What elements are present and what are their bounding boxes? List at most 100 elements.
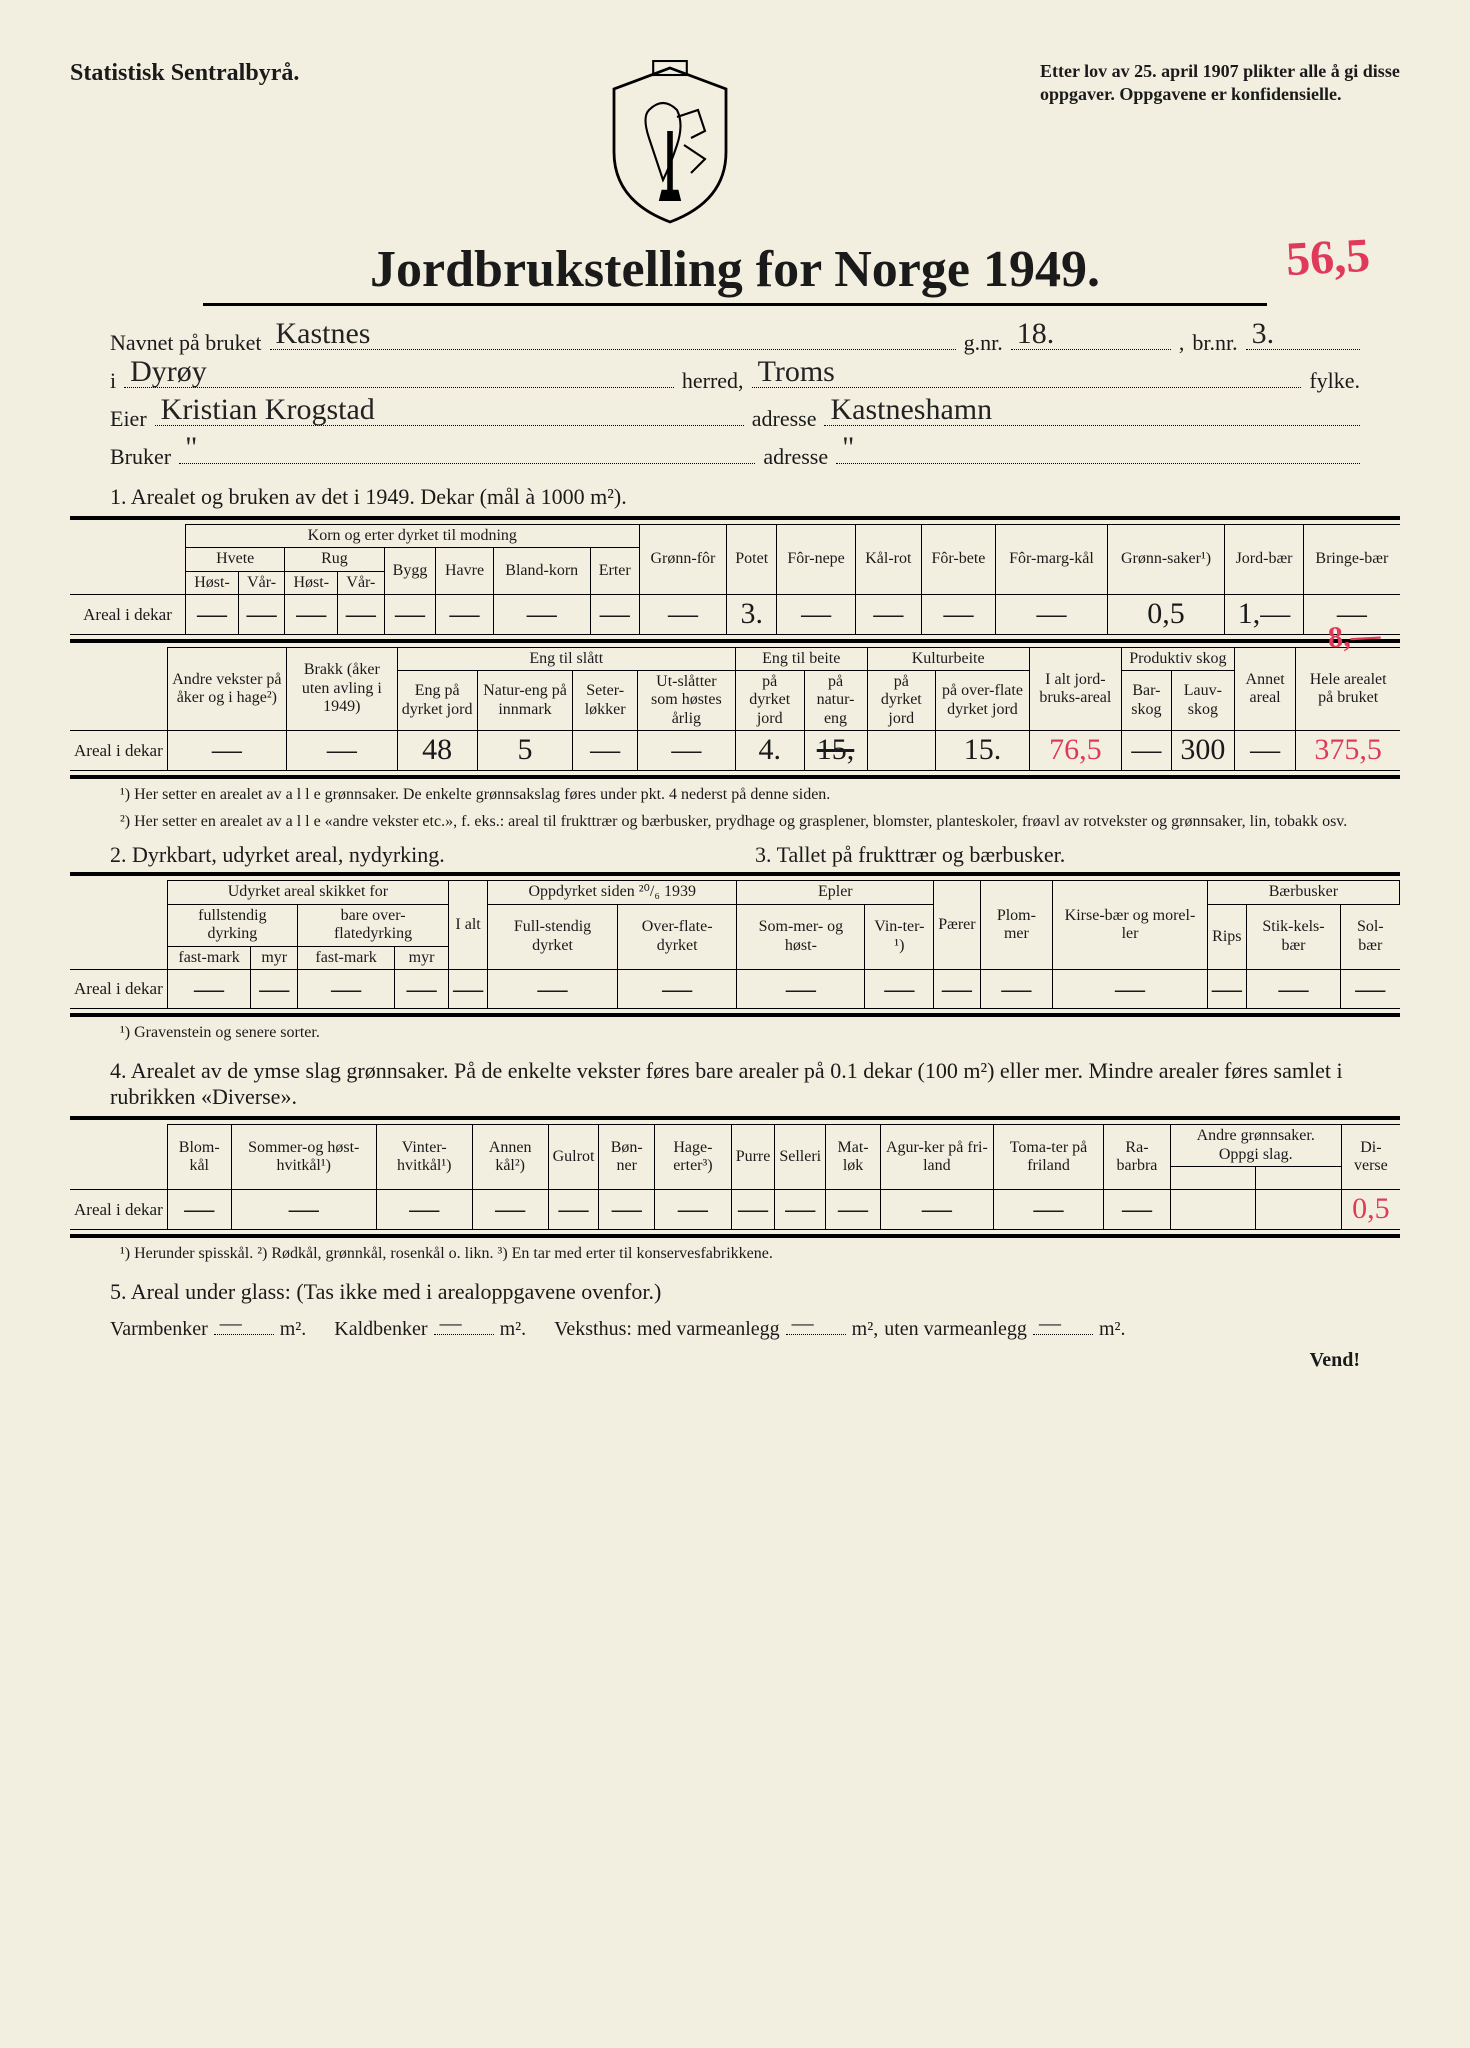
section23-headings: 2. Dyrkbart, udyrket areal, nydyrking. 3…	[70, 842, 1400, 868]
table-1a-row: Areal i dekar — — — — — — — — — 3. — — —…	[70, 595, 1400, 635]
val-brnr: 3.	[1252, 317, 1275, 351]
h-bare-grp: bare over-flatedyrking	[298, 904, 449, 946]
h-rips: Rips	[1207, 904, 1246, 969]
h-gronnsaker: Grønn-saker¹)	[1107, 525, 1225, 595]
h-bonner: Bøn-ner	[599, 1125, 655, 1190]
line-eier: Eier Kristian Krogstad adresse Kastnesha…	[110, 400, 1360, 432]
footnote-1-1: ¹) Her setter en arealet av a l l e grøn…	[120, 785, 1360, 806]
h-korn: Korn og erter dyrket til modning	[186, 525, 640, 548]
h-barskog: Bar-skog	[1121, 671, 1171, 731]
label-i: i	[110, 368, 116, 394]
h-beitenatur: på natur-eng	[804, 671, 867, 731]
h-engbeite: Eng til beite	[735, 647, 867, 670]
rowlabel-1b: Areal i dekar	[70, 731, 167, 771]
h-brakk: Brakk (åker uten avling i 1949)	[286, 647, 397, 731]
footnote-4: ¹) Herunder spisskål. ²) Rødkål, grønnkå…	[120, 1244, 1360, 1265]
h-tomat: Toma-ter på friland	[993, 1125, 1103, 1190]
coat-of-arms	[600, 60, 740, 230]
section5-line: Varmbenker — m². Kaldbenker — m². Veksth…	[110, 1315, 1360, 1341]
section4-heading: 4. Arealet av de ymse slag grønnsaker. P…	[70, 1058, 1400, 1110]
line-navnet: Navnet på bruket Kastnes g.nr. 18. , br.…	[110, 324, 1360, 356]
label-navnet: Navnet på bruket	[110, 330, 262, 356]
h-ialt: I alt jord-bruks-areal	[1029, 647, 1121, 731]
table-1b: Andre vekster på åker og i hage²) Brakk …	[70, 647, 1400, 771]
h-blandkorn: Bland-korn	[493, 548, 590, 595]
h-fastmark2: fast-mark	[298, 946, 395, 969]
h-vinter: Vin-ter-¹)	[865, 904, 934, 969]
h-fastmark1: fast-mark	[167, 946, 251, 969]
header-row: Statistisk Sentralbyrå. Etter lov av 25.…	[70, 60, 1400, 230]
h-annenkal: Annen kål²)	[472, 1125, 548, 1190]
h-ialt23: I alt	[449, 881, 488, 970]
h-bygg: Bygg	[384, 548, 436, 595]
table-23-row: Areal i dekar — — — — — — — — — — — — — …	[70, 969, 1400, 1009]
rule	[70, 639, 1400, 643]
h-blomkal: Blom-kål	[167, 1125, 231, 1190]
h-hele: Hele arealet på bruket	[1296, 647, 1400, 731]
val-veksthus-uten: —	[1039, 1310, 1061, 1336]
h-var2: Vår-	[338, 571, 384, 594]
line-herred: i Dyrøy herred, Troms fylke.	[110, 362, 1360, 394]
label-gnr: g.nr.	[964, 330, 1003, 356]
label-adresse-eier: adresse	[752, 406, 817, 432]
label-veksthus: Veksthus: med varmeanlegg	[554, 1318, 780, 1341]
struck-cell: 15,	[804, 731, 867, 771]
section5-heading: 5. Areal under glass: (Tas ikke med i ar…	[70, 1279, 1400, 1305]
h-rabarbra: Ra-barbra	[1104, 1125, 1171, 1190]
h-jordbaer: Jord-bær	[1225, 525, 1303, 595]
unit2: m².	[500, 1318, 527, 1341]
h-rug: Rug	[285, 548, 384, 571]
val-kaldbenker: —	[440, 1310, 462, 1336]
h-andre: Andre grønnsaker. Oppgi slag.	[1170, 1125, 1341, 1167]
label-adresse-bruker: adresse	[763, 444, 828, 470]
h-hvete: Hvete	[186, 548, 285, 571]
h-gronnfor: Grønn-fôr	[639, 525, 727, 595]
footnote-1-2: ²) Her setter en arealet av a l l e «and…	[120, 812, 1360, 833]
h-formargkal: Fôr-marg-kål	[996, 525, 1107, 595]
h-overflate: Over-flate-dyrket	[617, 904, 736, 969]
unit1: m².	[280, 1318, 307, 1341]
h-solbaer: Sol-bær	[1341, 904, 1400, 969]
h-oppdyrket: Oppdyrket siden ²⁰/₆ 1939	[488, 881, 737, 904]
h-kirse: Kirse-bær og morel-ler	[1053, 881, 1208, 970]
h-hageerter: Hage-erter³)	[655, 1125, 732, 1190]
h-engdyrket: Eng på dyrket jord	[397, 671, 477, 731]
h-forbete: Fôr-bete	[921, 525, 996, 595]
h-kulturflate: på over-flate dyrket jord	[936, 671, 1030, 731]
val-bruker-adresse: "	[842, 431, 854, 465]
h-paerer: Pærer	[934, 881, 980, 970]
section3-heading: 3. Tallet på frukttrær og bærbusker.	[755, 842, 1400, 868]
h-selleri: Selleri	[775, 1125, 826, 1190]
val-eier: Kristian Krogstad	[161, 393, 375, 427]
red-mark-8: 8,—	[1327, 619, 1381, 656]
h-potet: Potet	[727, 525, 777, 595]
label-bruker: Bruker	[110, 444, 171, 470]
unit4: m².	[1099, 1318, 1126, 1341]
h-diverse: Di-verse	[1341, 1125, 1400, 1190]
table-23: Udyrket areal skikket for I alt Oppdyrke…	[70, 880, 1400, 1009]
section1-heading: 1. Arealet og bruken av det i 1949. Deka…	[70, 484, 1400, 510]
rowlabel-23: Areal i dekar	[70, 969, 167, 1009]
h-fornepe: Fôr-nepe	[777, 525, 856, 595]
h-vinterkal: Vinter-hvitkål¹)	[376, 1125, 472, 1190]
val-herred: Troms	[758, 355, 835, 389]
h-sommerhost: Som-mer- og høst-	[737, 904, 865, 969]
val-eier-adresse: Kastneshamn	[830, 393, 992, 427]
h-havre: Havre	[436, 548, 493, 595]
rule	[70, 1013, 1400, 1017]
h-annet: Annet areal	[1234, 647, 1296, 731]
rowlabel-1a: Areal i dekar	[70, 595, 186, 635]
val-gnr: 18.	[1017, 317, 1055, 351]
form-block: Navnet på bruket Kastnes g.nr. 18. , br.…	[110, 324, 1360, 470]
h-andre-blank2	[1256, 1166, 1341, 1189]
footnote-23: ¹) Gravenstein og senere sorter.	[120, 1023, 1360, 1044]
h-udyrket: Udyrket areal skikket for	[167, 881, 448, 904]
line-bruker: Bruker " adresse "	[110, 438, 1360, 470]
h-agurk: Agur-ker på fri-land	[880, 1125, 993, 1190]
vend-text: Vend!	[70, 1349, 1360, 1372]
val-navnet: Kastnes	[276, 317, 371, 351]
h-epler: Epler	[737, 881, 934, 904]
h-prodskog: Produktiv skog	[1121, 647, 1234, 670]
law-note: Etter lov av 25. april 1907 plikter alle…	[1040, 60, 1400, 107]
rowlabel-4: Areal i dekar	[70, 1190, 167, 1230]
